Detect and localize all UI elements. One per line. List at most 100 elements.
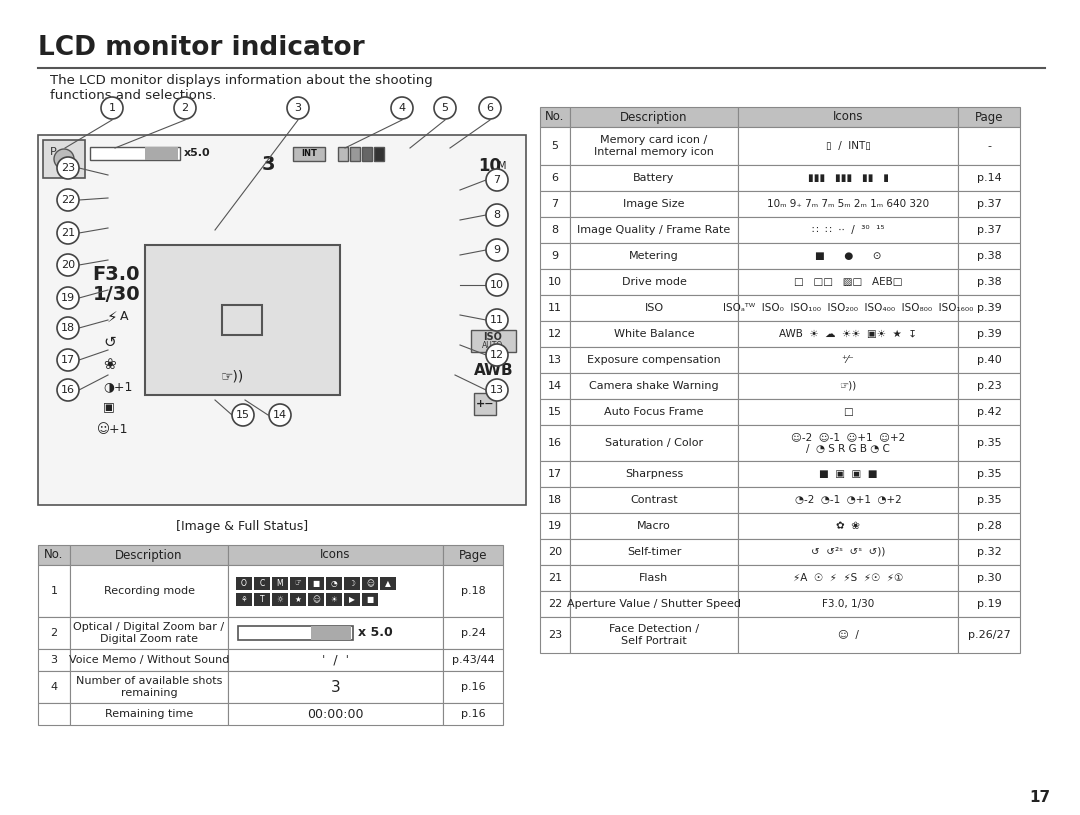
Text: Description: Description [620, 111, 688, 124]
Bar [738, 191, 958, 217]
Text: Image Quality / Frame Rate: Image Quality / Frame Rate [578, 225, 731, 235]
Bar [540, 487, 570, 513]
Bar [228, 545, 443, 565]
Bar [570, 321, 738, 347]
Bar [90, 147, 180, 160]
Bar [443, 545, 503, 565]
Text: ⚘: ⚘ [241, 595, 247, 604]
Bar [70, 545, 228, 565]
Bar [222, 305, 262, 335]
Bar [43, 140, 85, 178]
Text: p.38: p.38 [976, 277, 1001, 287]
Bar [70, 703, 228, 725]
Bar [308, 577, 324, 590]
Circle shape [486, 239, 508, 261]
Text: ⚡A  ☉  ⚡  ⚡S  ⚡☉  ⚡①: ⚡A ☉ ⚡ ⚡S ⚡☉ ⚡① [793, 573, 903, 583]
Text: ☀: ☀ [330, 595, 337, 604]
Text: 8: 8 [494, 210, 500, 220]
Text: 11: 11 [490, 315, 504, 325]
Bar [958, 217, 1020, 243]
Text: ■: ■ [366, 595, 374, 604]
Text: Auto Focus Frame: Auto Focus Frame [604, 407, 704, 417]
Bar [738, 243, 958, 269]
Bar [254, 593, 270, 606]
Text: 19: 19 [60, 293, 76, 303]
Text: p.40: p.40 [976, 355, 1001, 365]
Circle shape [57, 317, 79, 339]
Text: ˈ  /  ˈ: ˈ / ˈ [322, 654, 349, 667]
Bar [38, 703, 70, 725]
Text: ☞)): ☞)) [839, 381, 856, 391]
Text: p.26/27: p.26/27 [968, 630, 1011, 640]
Circle shape [57, 254, 79, 276]
Bar [237, 577, 252, 590]
Bar [380, 577, 396, 590]
Text: p.24: p.24 [460, 628, 485, 638]
Text: 6: 6 [486, 103, 494, 113]
Text: -: - [987, 141, 991, 151]
Bar [958, 191, 1020, 217]
Text: p.39: p.39 [976, 303, 1001, 313]
Circle shape [434, 97, 456, 119]
Circle shape [57, 157, 79, 179]
Bar [540, 217, 570, 243]
Text: M: M [498, 161, 507, 171]
Bar [738, 295, 958, 321]
Circle shape [269, 404, 291, 426]
Text: p.35: p.35 [976, 495, 1001, 505]
Text: p.35: p.35 [976, 469, 1001, 479]
Bar [311, 626, 351, 640]
Text: AWB  ☀  ☁  ☀☀  ▣☀  ★  ↧: AWB ☀ ☁ ☀☀ ▣☀ ★ ↧ [779, 329, 917, 339]
Text: ☽: ☽ [349, 579, 355, 588]
Text: 5: 5 [552, 141, 558, 151]
Text: ISO: ISO [645, 303, 663, 313]
Text: 20: 20 [548, 547, 562, 557]
Text: 19: 19 [548, 521, 562, 531]
Text: 7: 7 [494, 175, 500, 185]
Bar [958, 269, 1020, 295]
Text: 9: 9 [494, 245, 500, 255]
Bar [228, 617, 443, 649]
Bar [291, 577, 306, 590]
Bar [738, 269, 958, 295]
Bar [570, 461, 738, 487]
Bar [70, 617, 228, 649]
Text: Aperture Value / Shutter Speed: Aperture Value / Shutter Speed [567, 599, 741, 609]
Bar [958, 107, 1020, 127]
Text: 18: 18 [548, 495, 562, 505]
Text: Voice Memo / Without Sound: Voice Memo / Without Sound [69, 655, 229, 665]
Text: O: O [241, 579, 247, 588]
Bar [738, 373, 958, 399]
Text: □: □ [843, 407, 853, 417]
Bar [570, 217, 738, 243]
Bar [374, 147, 384, 161]
Text: Metering: Metering [630, 251, 679, 261]
Circle shape [486, 309, 508, 331]
Bar [443, 565, 503, 617]
Bar [345, 577, 360, 590]
Bar [738, 217, 958, 243]
Bar [293, 147, 325, 161]
Text: 1: 1 [108, 103, 116, 113]
Text: C: C [259, 579, 265, 588]
Text: 00:00:00: 00:00:00 [307, 707, 364, 720]
Text: p.16: p.16 [461, 709, 485, 719]
Text: LCD monitor indicator: LCD monitor indicator [38, 35, 365, 61]
Bar [228, 703, 443, 725]
Text: 7: 7 [552, 199, 558, 209]
Text: 17: 17 [60, 355, 76, 365]
Bar [38, 671, 70, 703]
Bar [738, 165, 958, 191]
Bar [338, 147, 348, 161]
Bar [228, 671, 443, 703]
Bar [958, 165, 1020, 191]
Bar [70, 671, 228, 703]
Text: 10: 10 [490, 280, 504, 290]
Text: Flash: Flash [639, 573, 669, 583]
Text: ISO: ISO [484, 332, 502, 342]
Bar [738, 617, 958, 653]
Text: F3.0: F3.0 [93, 265, 140, 284]
Text: ✿  ❀: ✿ ❀ [836, 521, 860, 531]
Bar [443, 649, 503, 671]
Text: 23: 23 [548, 630, 562, 640]
